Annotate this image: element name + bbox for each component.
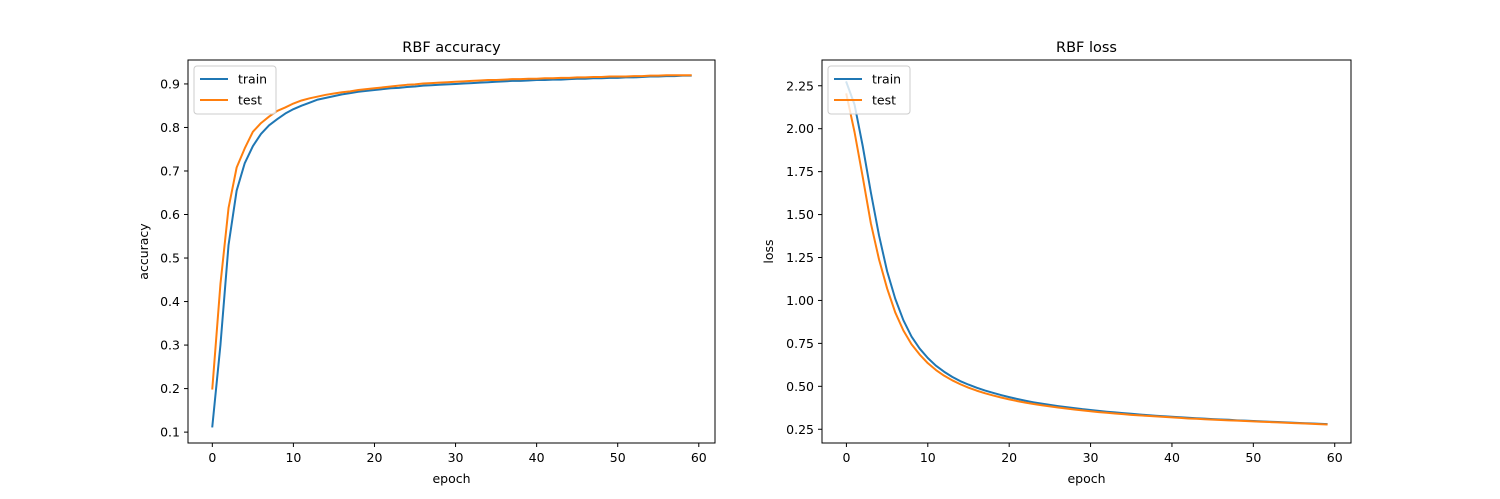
y-tick-label: 0.8 (160, 120, 180, 135)
y-tick-label: 0.6 (160, 207, 180, 222)
y-tick-label: 1.75 (786, 164, 814, 179)
legend-label-test: test (238, 93, 262, 108)
y-tick-label: 0.7 (160, 163, 180, 178)
loss-chart: 0 10 20 30 40 50 60 0.25 0.50 0.75 1.00 1.25 1.50 1.7… (761, 40, 1352, 486)
axes-frame (821, 59, 1352, 444)
x-tick-label: 60 (691, 450, 707, 465)
y-tick-label: 2.25 (786, 78, 814, 93)
x-tick-label: 0 (208, 450, 216, 465)
x-tick-label: 20 (367, 450, 383, 465)
x-tick-label: 30 (1083, 450, 1099, 465)
x-tick-label: 0 (842, 450, 850, 465)
x-axis-label: epoch (432, 471, 470, 486)
y-tick-label: 0.4 (160, 294, 180, 309)
y-axis-label: accuracy (136, 223, 151, 280)
y-tick-label: 0.9 (160, 76, 180, 91)
series-line-test (211, 74, 692, 390)
y-tick-label: 0.5 (160, 251, 180, 266)
y-tick-label: 0.2 (160, 381, 180, 396)
x-tick-label: 40 (529, 450, 545, 465)
legend: train test (827, 65, 911, 115)
legend-label-test: test (872, 93, 896, 108)
x-tick-label: 50 (610, 450, 626, 465)
y-tick-label: 1.00 (786, 293, 814, 308)
x-tick-label: 30 (448, 450, 464, 465)
x-tick-label: 60 (1327, 450, 1343, 465)
series-line-test (845, 93, 1328, 426)
x-tick-label: 20 (1001, 450, 1017, 465)
x-tick-label: 50 (1245, 450, 1261, 465)
y-axis-label: loss (761, 239, 776, 263)
y-tick-label: 0.25 (786, 422, 814, 437)
y-tick-label: 2.00 (786, 121, 814, 136)
accuracy-chart: 0 10 20 30 40 50 60 0.1 0.2 0.3 0.4 0.5 0.6 0.7 0.8 0.9… (136, 40, 716, 486)
chart-title: RBF accuracy (402, 40, 501, 56)
y-tick-label: 1.50 (786, 207, 814, 222)
series-line-train (211, 74, 692, 428)
legend-label-train: train (238, 72, 267, 87)
legend: train test (193, 65, 277, 115)
x-tick-label: 10 (920, 450, 936, 465)
x-tick-label: 40 (1164, 450, 1180, 465)
axes-frame (187, 59, 716, 444)
legend-label-train: train (872, 72, 901, 87)
y-tick-label: 0.3 (160, 338, 180, 353)
x-tick-label: 10 (285, 450, 301, 465)
y-tick-label: 0.50 (786, 379, 814, 394)
y-tick-label: 0.1 (160, 425, 180, 440)
y-tick-label: 1.25 (786, 250, 814, 265)
x-axis-label: epoch (1067, 471, 1105, 486)
y-tick-label: 0.75 (786, 336, 814, 351)
chart-title: RBF loss (1056, 40, 1117, 56)
